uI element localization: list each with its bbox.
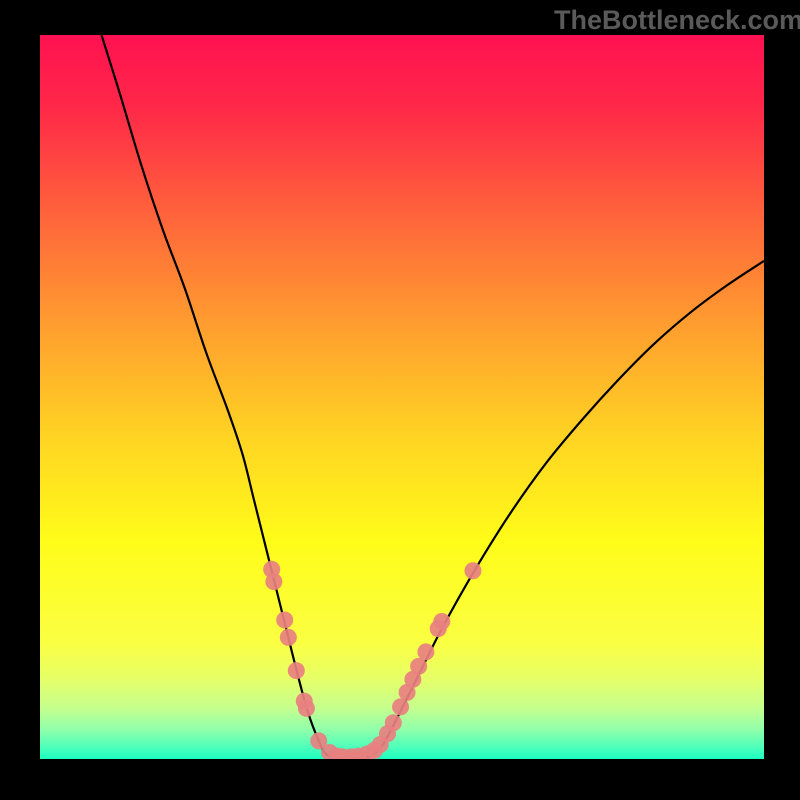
data-marker — [385, 714, 402, 731]
watermark-text: TheBottleneck.com — [554, 5, 800, 36]
data-marker — [280, 629, 297, 646]
chart-svg — [0, 0, 800, 800]
data-marker — [298, 700, 315, 717]
data-marker — [392, 698, 409, 715]
data-marker — [433, 613, 450, 630]
chart-container: TheBottleneck.com — [0, 0, 800, 800]
data-marker — [417, 643, 434, 660]
data-marker — [464, 562, 481, 579]
data-marker — [410, 658, 427, 675]
data-marker — [288, 662, 305, 679]
data-marker — [265, 573, 282, 590]
data-marker — [276, 611, 293, 628]
